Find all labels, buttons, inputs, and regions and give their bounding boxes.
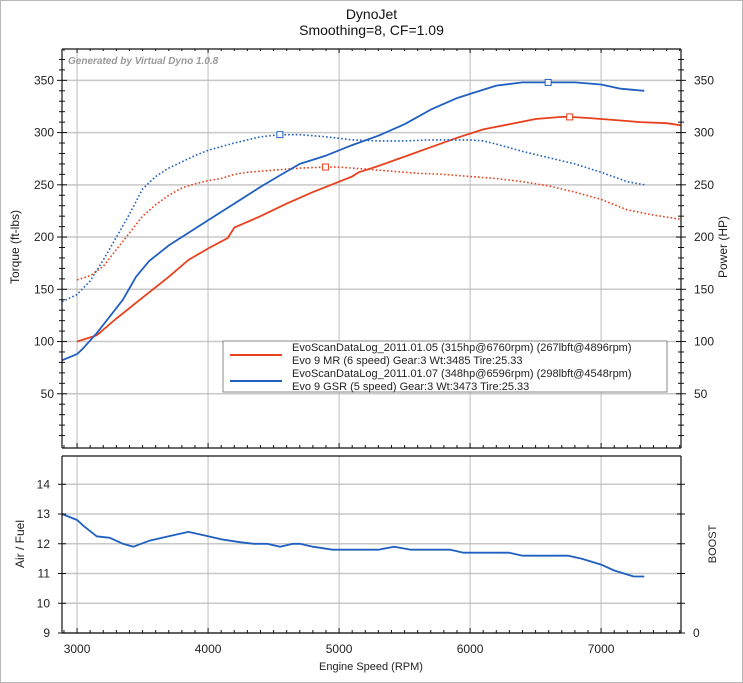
legend-mr-line1: EvoScanDataLog_2011.01.05 (315hp@6760rpm… <box>292 342 632 354</box>
chart-title: DynoJet <box>345 6 398 22</box>
y2-tick-label: 0 <box>693 626 700 640</box>
y-tick-label: 250 <box>34 178 54 192</box>
y-tick-label: 150 <box>34 282 54 296</box>
bottom-series <box>61 513 645 578</box>
y-tick-label: 11 <box>38 567 51 581</box>
y-tick-label: 10 <box>37 596 51 610</box>
y2-tick-label: 300 <box>694 126 714 140</box>
x-tick-label: 3000 <box>64 642 91 656</box>
x-tick-label: 7000 <box>588 642 615 656</box>
legend-gsr-line1: EvoScanDataLog_2011.01.07 (348hp@6596rpm… <box>292 368 632 380</box>
series-evo-9-mr-torque <box>76 166 682 281</box>
y-tick-label: 14 <box>37 477 51 491</box>
legend-mr-line2: Evo 9 MR (6 speed) Gear:3 Wt:3485 Tire:2… <box>292 355 523 367</box>
chart-subtitle: Smoothing=8, CF=1.09 <box>299 22 444 38</box>
x-tick-label: 4000 <box>195 642 222 656</box>
y-tick-label: 50 <box>41 387 55 401</box>
y2-tick-label: 200 <box>694 230 714 244</box>
y2-tick-label: 50 <box>694 387 708 401</box>
y-tick-label: 12 <box>37 537 51 551</box>
y-tick-label: 13 <box>37 507 51 521</box>
y2-tick-label: 100 <box>694 335 714 349</box>
watermark: Generated by Virtual Dyno 1.0.8 <box>68 56 219 67</box>
y2-tick-label: 350 <box>694 73 714 87</box>
peak-marker <box>321 163 329 171</box>
peak-marker <box>566 113 574 121</box>
y-tick-label: 300 <box>34 126 54 140</box>
y-axis-label-boost: BOOST <box>707 524 719 563</box>
y2-tick-label: 150 <box>694 282 714 296</box>
x-tick-label: 5000 <box>326 642 353 656</box>
y-tick-label: 350 <box>34 73 54 87</box>
series-evo-9-gsr-power <box>61 81 645 362</box>
peak-marker <box>276 131 284 139</box>
y2-tick-label: 250 <box>694 178 714 192</box>
y-tick-label: 200 <box>34 230 54 244</box>
series-afr <box>61 513 645 578</box>
legend: EvoScanDataLog_2011.01.05 (315hp@6760rpm… <box>222 340 668 393</box>
x-tick-label: 6000 <box>457 642 484 656</box>
bottom-grid <box>62 456 681 634</box>
legend-box <box>222 340 668 393</box>
series-evo-9-gsr-torque <box>61 133 645 303</box>
series-evo-9-mr-power <box>76 116 682 343</box>
top-series <box>61 78 682 362</box>
top-grid <box>62 49 681 446</box>
y-tick-label: 9 <box>43 626 50 640</box>
legend-gsr-line2: Evo 9 GSR (5 speed) Gear:3 Wt:3473 Tire:… <box>292 381 529 393</box>
y-axis-label-airfuel: Air / Fuel <box>13 520 27 568</box>
y-axis-label-power: Power (HP) <box>716 216 730 278</box>
y-axis-label-torque: Torque (ft-lbs) <box>8 210 22 284</box>
x-axis-label: Engine Speed (RPM) <box>319 661 423 673</box>
y-tick-label: 100 <box>34 335 54 349</box>
peak-marker <box>544 78 552 86</box>
